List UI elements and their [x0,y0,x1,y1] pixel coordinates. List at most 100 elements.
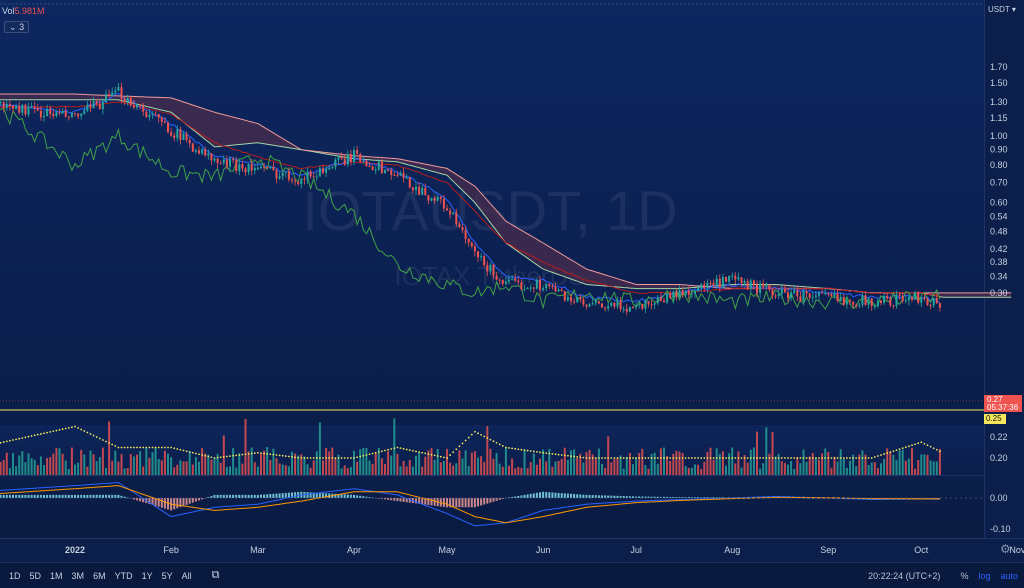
x-tick-label: Feb [163,545,179,555]
candle-body [728,275,731,282]
candle-body [796,290,799,297]
macd-histogram-bar [802,497,805,499]
macd-histogram-bar [368,497,371,498]
volume-bar [263,450,266,475]
volume-bar [864,454,867,475]
macd-histogram-bar [77,494,80,498]
macd-histogram-bar [101,494,104,498]
timeframe-3m[interactable]: 3M [71,570,85,581]
auto-toggle[interactable]: auto [1000,571,1018,581]
macd-histogram-bar [318,492,321,498]
macd-histogram-bar [418,498,421,504]
volume-legend[interactable]: Vol5.981M [2,6,45,16]
calendar-range-icon[interactable]: ⧉ [211,569,220,581]
macd-pane[interactable] [0,476,984,538]
volume-ma-dot [765,457,768,459]
candle-body [86,104,89,111]
macd-histogram-bar [399,498,402,502]
price-pane[interactable] [0,0,984,475]
macd-histogram-bar [647,496,650,498]
candle-body [95,101,98,104]
volume-bar [384,464,386,475]
macd-histogram-bar [932,498,935,499]
candle-body [5,104,8,109]
volume-ma-dot [235,454,238,457]
timeframe-1y[interactable]: 1Y [141,570,153,581]
candle-body [690,293,693,295]
volume-ma-dot [294,456,296,459]
volume-ma-dot [384,449,386,452]
candle-body [756,284,758,294]
volume-ma-dot [207,455,210,458]
timeframe-6m[interactable]: 6M [93,570,106,581]
volume-ma-dot [613,457,616,459]
log-toggle[interactable]: log [978,571,991,581]
candle-body [36,108,39,111]
macd-histogram-bar [176,498,179,509]
macd-histogram-bar [539,492,541,498]
timeframe-5d[interactable]: 5D [29,570,42,581]
macd-histogram-bar [287,492,290,498]
macd-histogram-bar [632,496,634,498]
macd-histogram-bar [253,494,256,498]
candle-body [672,291,675,299]
macd-histogram-bar [532,493,535,498]
volume-bar [427,450,430,475]
candle-body [15,105,18,109]
volume-bar [198,461,200,475]
gear-icon[interactable]: ⚙ [1000,542,1011,556]
candle-body [501,280,504,284]
volume-bar [247,451,250,475]
time-axis[interactable] [0,538,984,562]
candle-body [861,295,864,305]
macd-line [0,481,940,527]
volume-bar [421,466,424,475]
macd-histogram-bar [309,492,312,498]
timeframe-ytd[interactable]: YTD [114,570,133,581]
volume-bar [684,466,687,475]
timeframe-5y[interactable]: 5Y [161,570,173,581]
timeframe-1d[interactable]: 1D [9,570,21,581]
volume-bar [935,461,938,475]
volume-ma-dot [712,457,715,459]
volume-ma-dot [272,453,275,456]
indicators-toggle[interactable]: ⌄ 3 [4,21,30,33]
macd-histogram-bar [2,494,5,498]
volume-bar [182,461,185,475]
timeframe-all[interactable]: All [181,570,192,581]
volume-bar [256,466,259,475]
macd-histogram-bar [229,494,231,498]
percent-toggle[interactable]: % [960,571,969,581]
volume-ma-dot [27,435,30,438]
timeframe-1m[interactable]: 1M [50,570,63,581]
volume-bar [467,466,470,475]
volume-ma-dot [322,457,324,459]
candle-body [687,290,690,295]
candle-body [272,166,275,171]
candle-body [790,292,793,299]
macd-histogram-bar [281,493,284,498]
last-price-value: 0.27 [987,395,1003,404]
volume-bar [830,467,833,475]
volume-ma-dot [418,451,420,453]
volume-ma-dot [393,447,396,450]
volume-bar [98,457,101,475]
candle-body [697,287,700,291]
macd-histogram-bar [455,498,458,508]
x-tick-label: Mar [250,545,266,555]
volume-ma-dot [257,451,259,454]
volume-bar [839,449,842,475]
volume-ma-dot [802,457,805,459]
currency-button[interactable]: USDT ▾ [988,5,1016,14]
candle-body [8,104,11,106]
macd-histogram-bar [387,498,390,500]
volume-ma-dot [517,448,520,451]
macd-histogram-bar [923,498,926,499]
price-axis[interactable] [984,0,1024,538]
volume-ma-dot [89,433,92,435]
candle-body [294,180,297,182]
volume-ma-dot [687,457,690,459]
volume-ma-dot [164,446,166,449]
clock-display[interactable]: 20:22:24 (UTC+2) [868,571,941,581]
